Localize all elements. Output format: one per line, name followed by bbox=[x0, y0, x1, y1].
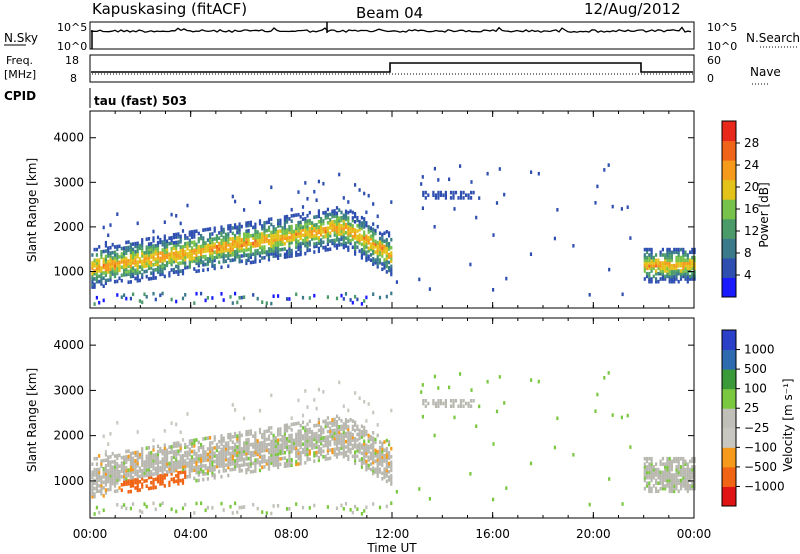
noise-sky-line bbox=[90, 26, 692, 33]
velocity-colorbar-swatch-1 bbox=[722, 466, 736, 487]
x-tick-4: 16:00 bbox=[475, 527, 510, 541]
frequency-line bbox=[91, 62, 693, 73]
x-tick-3: 12:00 bbox=[375, 527, 410, 541]
power-ytick-0: 1000 bbox=[53, 264, 84, 278]
velocity-colorbar-swatch-4 bbox=[722, 408, 736, 429]
velocity-colorbar: −1000 −500 −100 −25 25 100 500 1000 bbox=[721, 329, 785, 507]
freq-label: Freq. bbox=[6, 54, 33, 67]
velocity-colorbar-swatch-7 bbox=[722, 349, 736, 370]
noise-panel-frame bbox=[89, 21, 695, 50]
velocity-colorbar-label: Velocity [m s⁻¹] bbox=[781, 378, 795, 471]
power-ytick-2: 3000 bbox=[53, 175, 84, 189]
x-tick-6: 00:00 bbox=[677, 527, 712, 541]
date-title: 12/Aug/2012 bbox=[584, 0, 681, 18]
x-tick-5: 20:00 bbox=[576, 527, 611, 541]
beam-title: Beam 04 bbox=[356, 4, 423, 22]
power-ytick-1: 2000 bbox=[53, 220, 84, 234]
velocity-ytick-3: 4000 bbox=[53, 338, 84, 352]
power-colorbar-swatch-7 bbox=[722, 140, 736, 161]
cpid-text: tau (fast) 503 bbox=[94, 94, 187, 108]
velocity-colorbar-swatch-3 bbox=[722, 427, 736, 448]
nsearch-tick-low: 10^0 bbox=[707, 40, 737, 53]
x-tick-1: 04:00 bbox=[173, 527, 208, 541]
power-cells bbox=[91, 163, 696, 306]
power-ylabel: Slant Range [km] bbox=[25, 158, 39, 262]
velocity-ytick-0: 1000 bbox=[53, 474, 84, 488]
cpid-label: CPID bbox=[4, 89, 36, 103]
x-axis-ticks: 00:00 04:00 08:00 12:00 16:00 20:00 00:00 bbox=[73, 111, 712, 541]
nave-tick-low: 0 bbox=[707, 72, 714, 85]
power-colorbar-swatch-4 bbox=[722, 199, 736, 220]
velocity-colorbar-swatch-5 bbox=[722, 388, 736, 409]
x-axis-label: Time UT bbox=[366, 541, 417, 554]
velocity-colorbar-tick-3: −25 bbox=[744, 421, 769, 435]
nsky-label: N.Sky bbox=[4, 31, 38, 45]
velocity-ytick-1: 2000 bbox=[53, 429, 84, 443]
freq-tick-high: 18 bbox=[65, 54, 79, 67]
velocity-colorbar-tick-6: 500 bbox=[744, 362, 767, 376]
power-colorbar-swatch-1 bbox=[722, 257, 736, 278]
freq-tick-low: 8 bbox=[70, 72, 77, 85]
power-ytick-3: 4000 bbox=[53, 131, 84, 145]
nsky-tick-low: 10^0 bbox=[57, 40, 87, 53]
nsky-tick-high: 10^5 bbox=[57, 21, 87, 34]
velocity-panel: 1000 2000 3000 4000 Slant Range [km] bbox=[25, 317, 696, 519]
velocity-ytick-2: 3000 bbox=[53, 383, 84, 397]
x-tick-2: 08:00 bbox=[274, 527, 309, 541]
velocity-colorbar-tick-5: 100 bbox=[744, 382, 767, 396]
power-colorbar-tick-2: 12 bbox=[744, 224, 759, 238]
velocity-colorbar-swatch-0 bbox=[722, 486, 736, 507]
nave-label: Nave bbox=[750, 65, 781, 79]
power-colorbar-swatch-2 bbox=[722, 238, 736, 259]
power-colorbar-tick-1: 8 bbox=[744, 246, 752, 260]
velocity-colorbar-swatch-8 bbox=[722, 330, 736, 351]
noise-panel: N.Sky 10^5 10^0 N.Search 10^5 10^0 bbox=[4, 21, 800, 53]
velocity-colorbar-tick-7: 1000 bbox=[744, 343, 775, 357]
power-colorbar-swatch-6 bbox=[722, 160, 736, 181]
station-title: Kapuskasing (fitACF) bbox=[92, 0, 247, 18]
power-colorbar-swatch-5 bbox=[722, 179, 736, 200]
power-colorbar-tick-4: 20 bbox=[744, 180, 759, 194]
velocity-colorbar-tick-1: −500 bbox=[744, 460, 777, 474]
velocity-colorbar-tick-4: 25 bbox=[744, 401, 759, 415]
velocity-cells bbox=[91, 371, 696, 516]
power-colorbar-tick-5: 24 bbox=[744, 158, 759, 172]
x-tick-0: 00:00 bbox=[73, 527, 108, 541]
velocity-colorbar-tick-0: −1000 bbox=[744, 479, 785, 493]
velocity-colorbar-swatch-6 bbox=[722, 369, 736, 390]
velocity-colorbar-tick-2: −100 bbox=[744, 440, 777, 454]
freq-unit-label: [MHz] bbox=[4, 68, 36, 81]
power-colorbar-label: Power [dB] bbox=[757, 182, 771, 247]
nave-tick-high: 60 bbox=[707, 54, 721, 67]
power-panel: 1000 2000 3000 4000 Slant Range [km] bbox=[25, 110, 696, 309]
velocity-ylabel: Slant Range [km] bbox=[25, 368, 39, 472]
velocity-colorbar-swatch-2 bbox=[722, 447, 736, 468]
power-colorbar-tick-3: 16 bbox=[744, 202, 759, 216]
power-colorbar: 4 8 12 16 20 24 28 bbox=[721, 120, 759, 298]
nsearch-label: N.Search bbox=[746, 31, 800, 45]
freq-panel-frame bbox=[89, 54, 695, 83]
power-colorbar-tick-6: 28 bbox=[744, 136, 759, 150]
power-colorbar-swatch-0 bbox=[722, 277, 736, 298]
power-colorbar-tick-0: 4 bbox=[744, 268, 752, 282]
freq-panel: Freq. [MHz] 18 8 Nave 60 0 bbox=[4, 54, 781, 85]
power-colorbar-swatch-8 bbox=[722, 121, 736, 142]
nsearch-tick-high: 10^5 bbox=[707, 21, 737, 34]
power-colorbar-swatch-3 bbox=[722, 218, 736, 239]
